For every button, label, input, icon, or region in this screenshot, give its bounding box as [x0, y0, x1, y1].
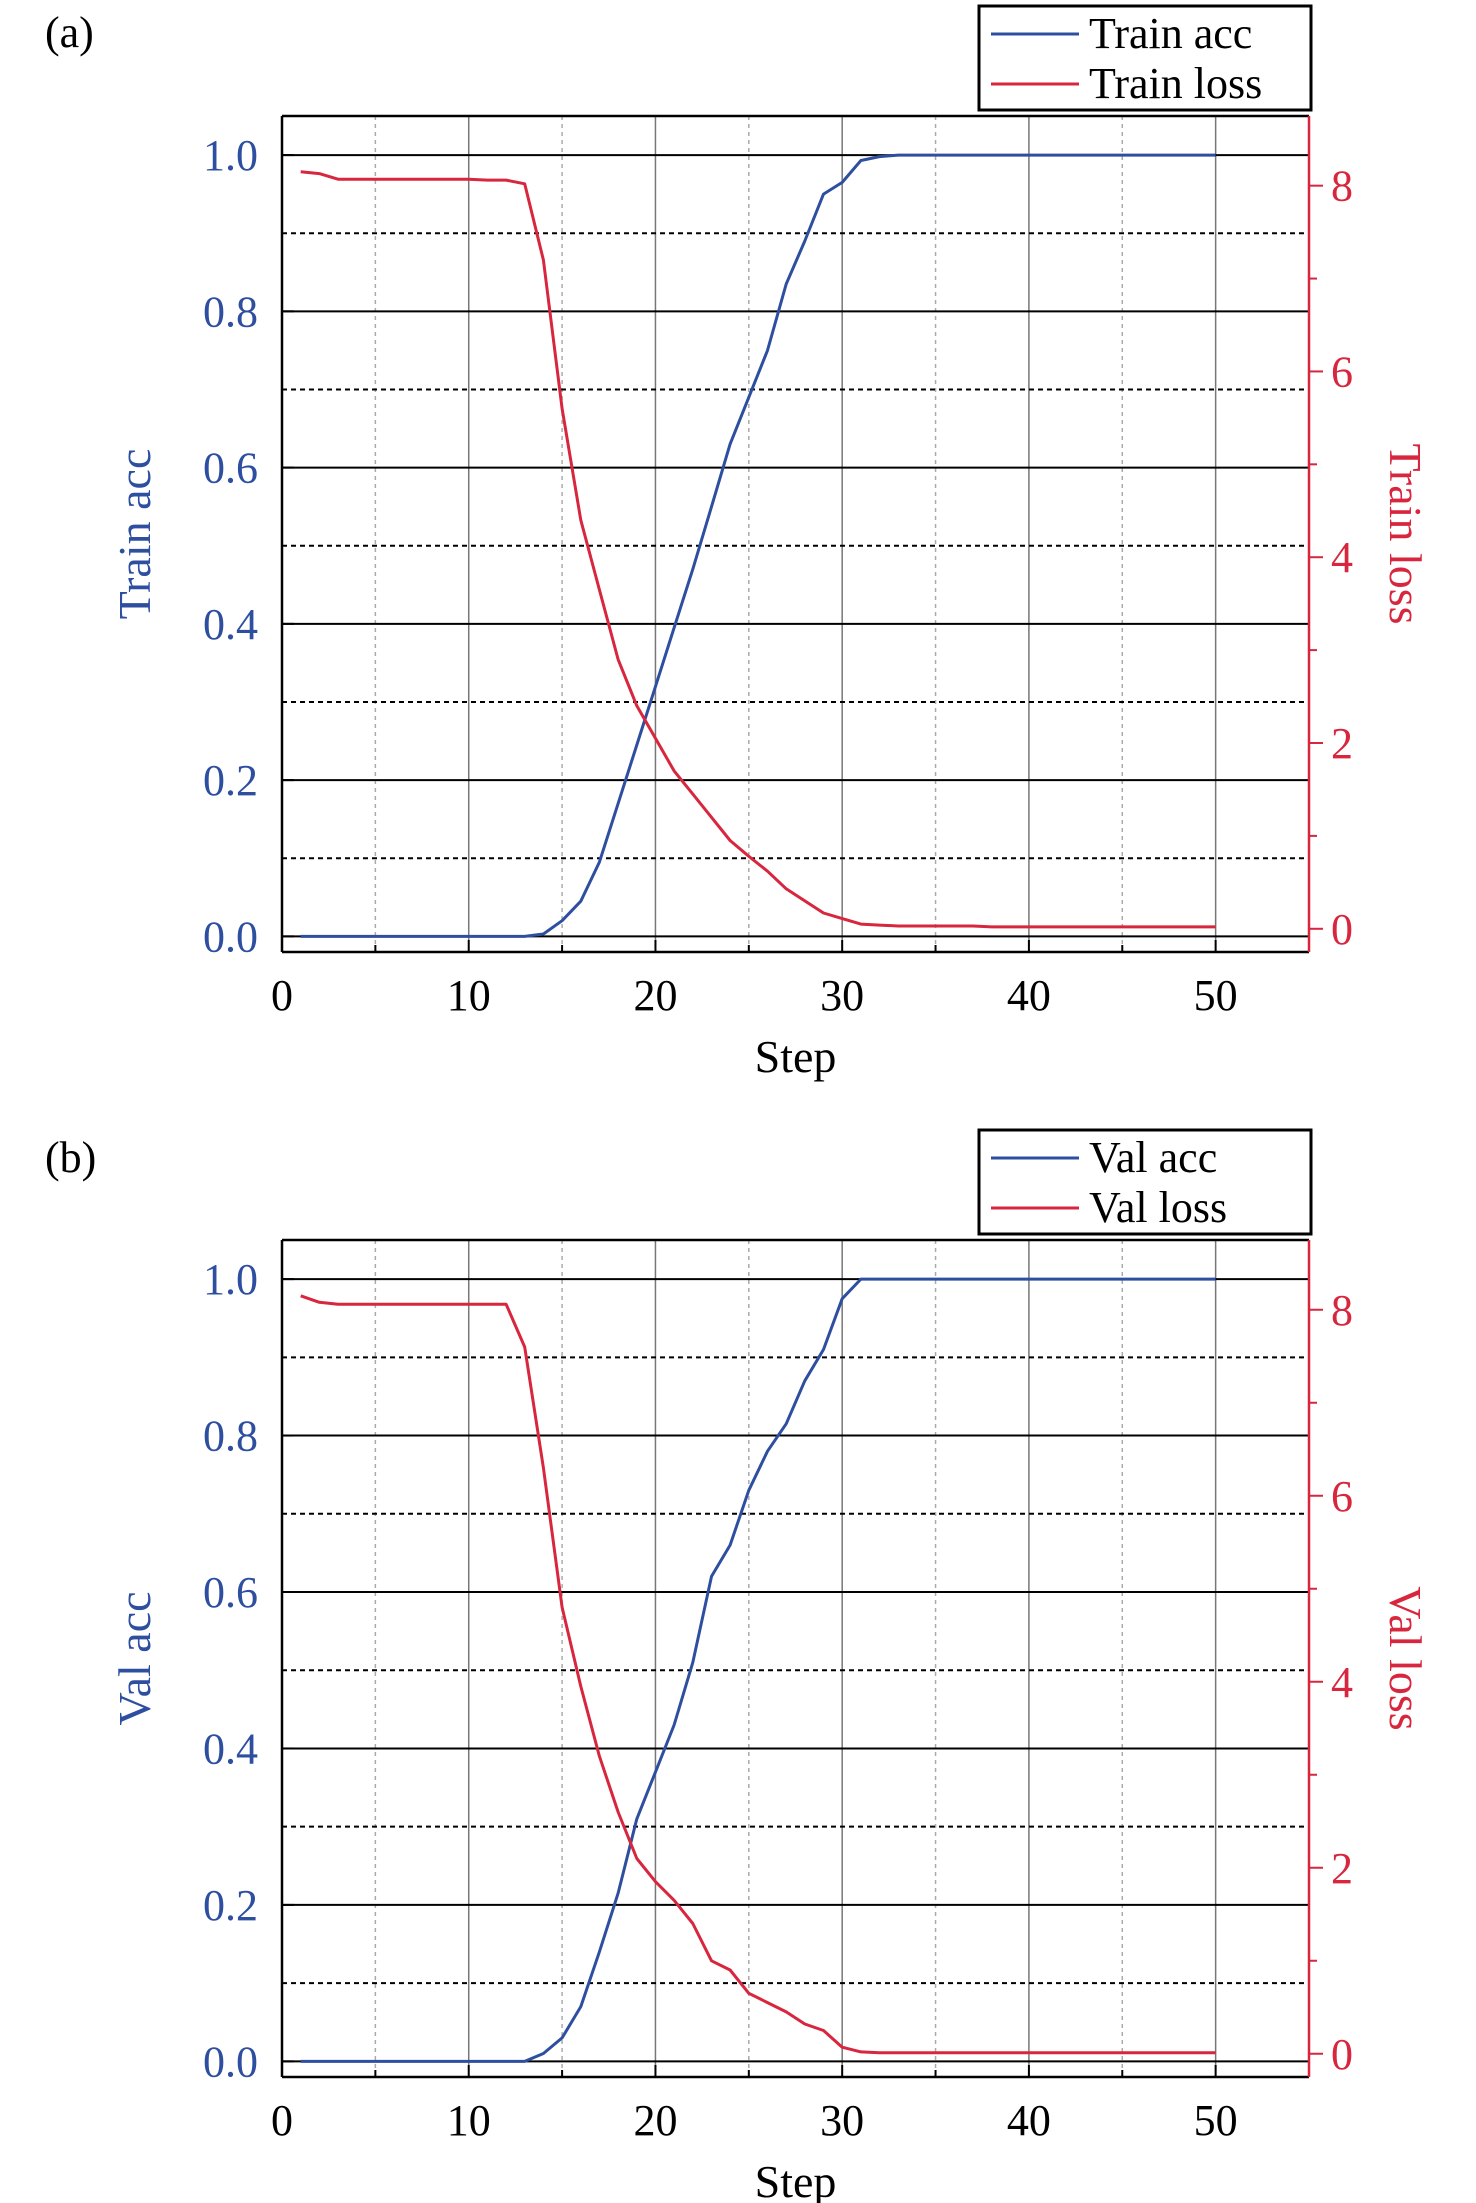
- y-left-tick-label: 0.2: [203, 1881, 258, 1930]
- chart-panel-a: (a) 0 10 20 30 40 50 Step 0.0 0.2 0.4 0.6 0.8 1.0 0 2 4 6…: [45, 4, 1431, 1082]
- y-left-tick-label: 0.2: [203, 756, 258, 805]
- y-left-axis-label: Train acc: [109, 449, 160, 620]
- y-right-tick-label: 0: [1331, 905, 1353, 954]
- y-right-tick-label: 8: [1331, 1286, 1353, 1335]
- legend-box: [977, 4, 1313, 112]
- y-right-tick-label: 2: [1331, 719, 1353, 768]
- y-right-tick-label: 8: [1331, 162, 1353, 211]
- x-tick-label: 20: [633, 2096, 677, 2145]
- legend-entry-label: Val acc: [1089, 1133, 1217, 1182]
- series-line-acc: [300, 1277, 1216, 2063]
- y-left-tick-label: 1.0: [203, 1255, 258, 1304]
- x-tick-label: 30: [820, 2096, 864, 2145]
- y-right-axis-label: Val loss: [1380, 1586, 1431, 1730]
- y-left-tick-label: 0.6: [203, 1568, 258, 1617]
- x-axis-label: Step: [755, 2156, 837, 2203]
- y-right-tick-label: 6: [1331, 1472, 1353, 1521]
- y-left-tick-label: 0.0: [203, 2037, 258, 2086]
- x-tick-label: 10: [447, 2096, 491, 2145]
- y-left-tick-label: 0.4: [203, 600, 258, 649]
- legend-entry-label: Train acc: [1089, 9, 1252, 58]
- x-tick-label: 10: [447, 971, 491, 1020]
- legend-entry-label: Val loss: [1089, 1183, 1227, 1232]
- series-line-loss: [300, 170, 1216, 929]
- y-left-tick-label: 0.4: [203, 1724, 258, 1773]
- x-tick-label: 30: [820, 971, 864, 1020]
- series-line-loss: [300, 1294, 1216, 2055]
- y-left-tick-label: 0.8: [203, 287, 258, 336]
- series-line-acc: [300, 153, 1216, 938]
- x-tick-label: 40: [1007, 2096, 1051, 2145]
- x-axis-label: Step: [755, 1031, 837, 1082]
- y-right-tick-label: 0: [1331, 2030, 1353, 2079]
- legend-box: [977, 1128, 1313, 1236]
- x-tick-label: 50: [1194, 971, 1238, 1020]
- y-left-tick-label: 0.8: [203, 1412, 258, 1461]
- x-tick-label: 50: [1194, 2096, 1238, 2145]
- x-tick-label: 20: [633, 971, 677, 1020]
- panel-label: (b): [45, 1133, 96, 1182]
- chart-panel-b: (b) 0 10 20 30 40 50 Step 0.0 0.2 0.4 0.6 0.8 1.0 0 2 4 6…: [45, 1128, 1431, 2203]
- y-right-tick-label: 4: [1331, 1658, 1353, 1707]
- y-left-tick-label: 0.0: [203, 912, 258, 961]
- y-left-tick-label: 0.6: [203, 444, 258, 493]
- x-tick-label: 40: [1007, 971, 1051, 1020]
- y-right-tick-label: 6: [1331, 347, 1353, 396]
- legend-entry-label: Train loss: [1089, 59, 1262, 108]
- y-left-axis-label: Val acc: [109, 1591, 160, 1725]
- y-right-tick-label: 2: [1331, 1844, 1353, 1893]
- x-tick-label: 0: [271, 2096, 293, 2145]
- y-right-axis-label: Train loss: [1380, 443, 1431, 624]
- y-left-tick-label: 1.0: [203, 131, 258, 180]
- x-tick-label: 0: [271, 971, 293, 1020]
- panel-label: (a): [45, 8, 94, 57]
- y-right-tick-label: 4: [1331, 533, 1353, 582]
